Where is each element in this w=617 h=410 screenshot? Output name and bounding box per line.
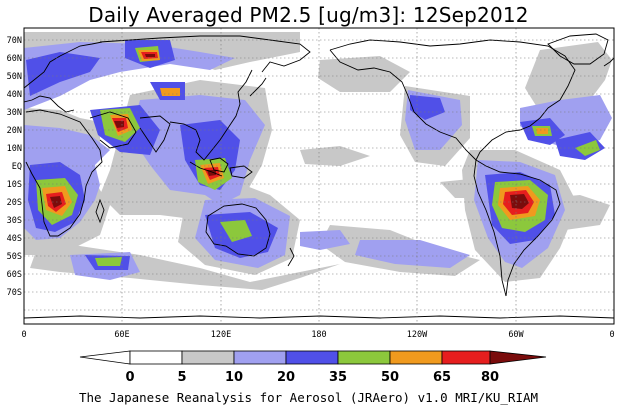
- lat-labels: 70N 60N 50N 40N 30N 20N 10N EQ 10S 20S 3…: [7, 36, 22, 298]
- colorbar-label: 80: [481, 370, 499, 385]
- colorbar-label: 20: [277, 370, 295, 385]
- colorbar-bin: [233, 350, 287, 365]
- colorbar-label: 5: [177, 370, 186, 385]
- colorbar-label: 65: [433, 370, 451, 385]
- map-title: Daily Averaged PM2.5 [ug/m3]: 12Sep2012: [88, 3, 529, 27]
- lat-label: EQ: [12, 162, 22, 172]
- colorbar-label: 0: [125, 370, 134, 385]
- lat-label: 30N: [7, 108, 22, 118]
- lat-label: 50N: [7, 72, 22, 82]
- lon-label: 60W: [508, 330, 524, 340]
- colorbar-bin: [489, 350, 547, 365]
- colorbar: [79, 350, 547, 365]
- colorbar-bin: [337, 350, 391, 365]
- lat-label: 30S: [7, 216, 22, 226]
- lat-label: 60N: [7, 54, 22, 64]
- lon-label: 180: [311, 330, 326, 340]
- map-frame: [23, 27, 615, 325]
- colorbar-bin: [389, 350, 443, 365]
- lon-label: 0: [609, 330, 614, 340]
- lat-label: 10S: [7, 180, 22, 190]
- lon-label: 60E: [114, 330, 129, 340]
- lat-label: 40S: [7, 234, 22, 244]
- colorbar-label: 50: [381, 370, 399, 385]
- credit-footer: The Japanese Reanalysis for Aerosol (JRA…: [78, 390, 539, 405]
- lat-label: 20N: [7, 126, 22, 136]
- map-field: [24, 28, 614, 324]
- lat-label: 60S: [7, 270, 22, 280]
- colorbar-bin: [129, 350, 183, 365]
- lon-label: 120W: [407, 330, 428, 340]
- lat-label: 70S: [7, 288, 22, 298]
- colorbar-bin: [441, 350, 491, 365]
- colorbar-label: 10: [225, 370, 243, 385]
- lat-label: 40N: [7, 90, 22, 100]
- colorbar-labels: 0 5 10 20 35 50 65 80: [125, 370, 499, 385]
- lon-label: 120E: [211, 330, 231, 340]
- grid-lines: [24, 28, 614, 324]
- lat-label: 20S: [7, 198, 22, 208]
- lon-labels: 0 60E 120E 180 120W 60W 0: [21, 330, 614, 340]
- colorbar-bin: [181, 350, 235, 365]
- lat-label: 50S: [7, 252, 22, 262]
- colorbar-bin: [285, 350, 339, 365]
- lat-label: 10N: [7, 144, 22, 154]
- coastlines: [24, 33, 614, 319]
- colorbar-bin: [79, 350, 131, 365]
- lon-label: 0: [21, 330, 26, 340]
- lat-label: 70N: [7, 36, 22, 46]
- colorbar-label: 35: [329, 370, 347, 385]
